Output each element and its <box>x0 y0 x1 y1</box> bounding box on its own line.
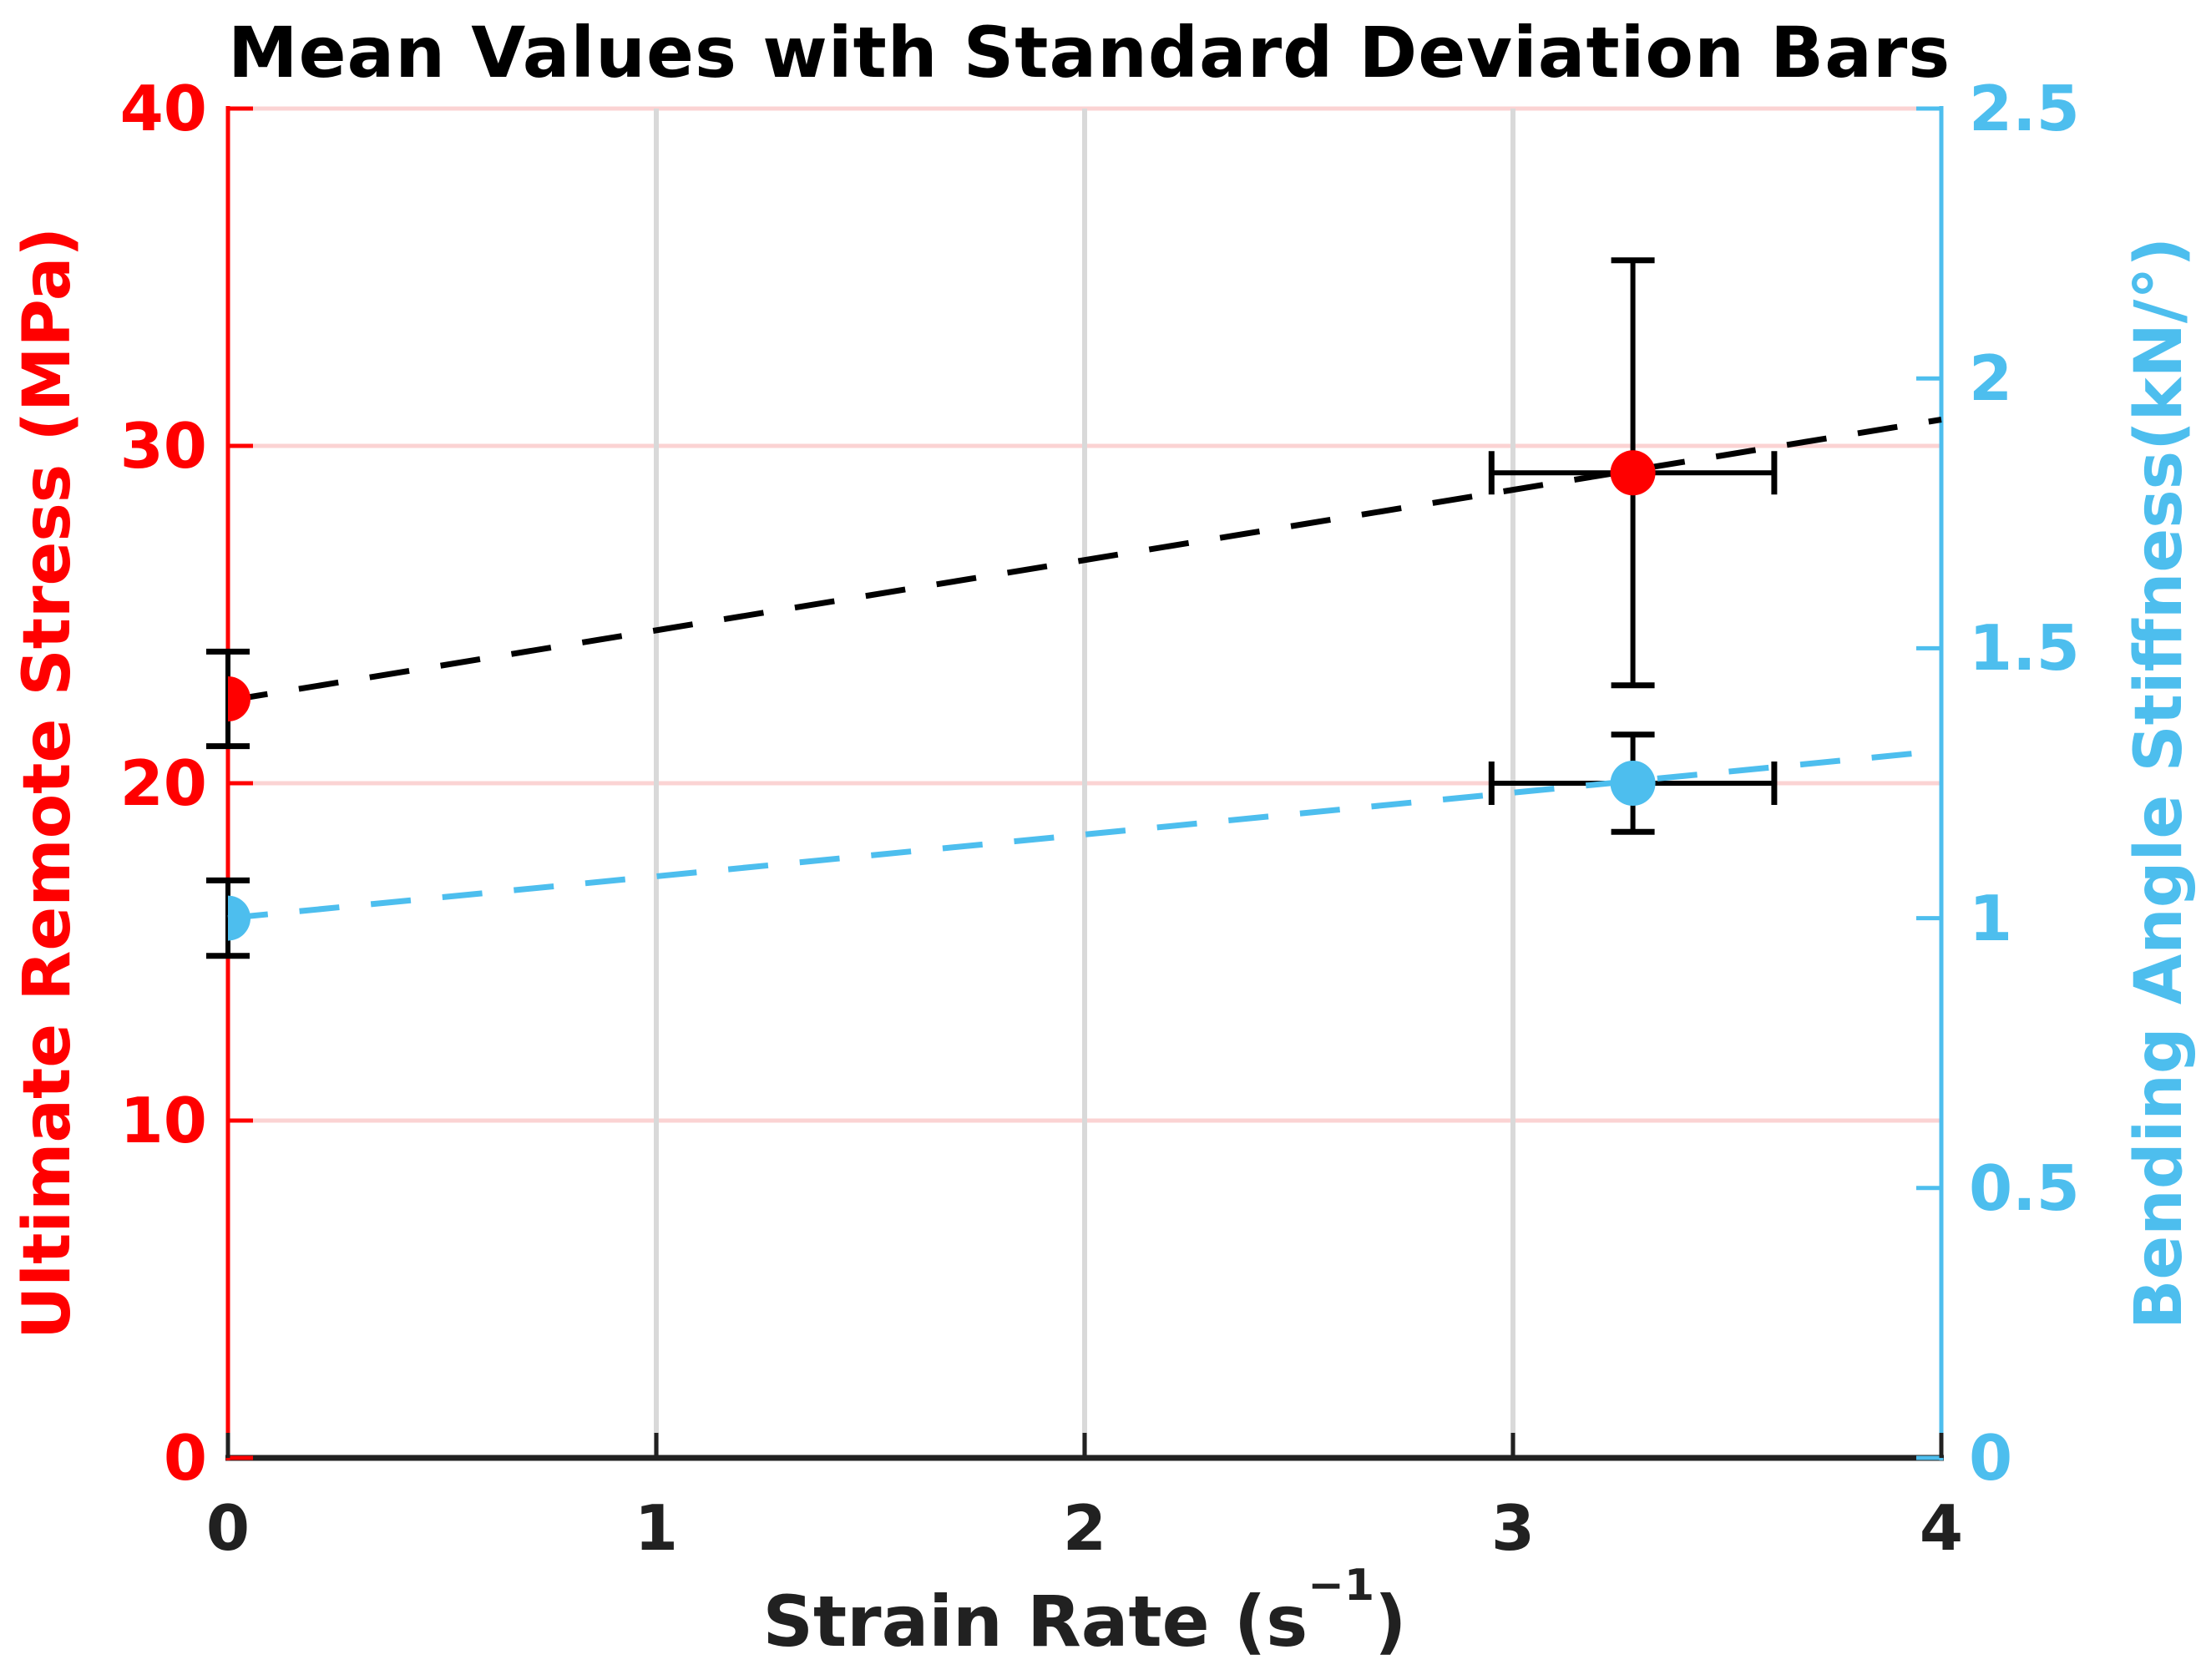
x-tick-label: 0 <box>205 1491 250 1565</box>
right-tick-label: 0 <box>1969 1421 2013 1495</box>
left-tick-label: 10 <box>119 1084 207 1157</box>
x-tick-label: 3 <box>1490 1491 1536 1565</box>
chart-title: Mean Values with Standard Deviation Bars <box>228 12 1951 94</box>
x-tick-label: 2 <box>1062 1491 1107 1565</box>
data-point <box>1610 450 1656 496</box>
right-tick-label: 2.5 <box>1969 72 2080 145</box>
left-axis-label: Ultimate Remote Stress (MPa) <box>10 227 85 1339</box>
data-point <box>228 895 250 941</box>
x-tick-label: 1 <box>634 1491 679 1565</box>
right-axis-label: Bending Angle Stiffness(kN/°) <box>2122 236 2197 1330</box>
right-tick-label: 1 <box>1969 881 2013 955</box>
markers <box>228 450 1656 941</box>
right-tick-label: 0.5 <box>1969 1151 2080 1225</box>
trend-line <box>227 417 1942 704</box>
x-axis-label-sup: −1 <box>1308 1560 1375 1611</box>
data-point <box>1610 761 1656 806</box>
x-axis-label-base: Strain Rate (s <box>762 1581 1308 1662</box>
x-tick-label: 4 <box>1919 1491 1964 1565</box>
x-axis-label-close: ) <box>1374 1581 1407 1662</box>
left-tick-label: 20 <box>119 746 207 820</box>
right-tick-label: 2 <box>1969 342 2013 416</box>
data-point <box>228 676 250 721</box>
left-tick-label: 40 <box>119 72 207 145</box>
left-tick-label: 0 <box>163 1421 207 1495</box>
left-tick-label: 30 <box>119 409 207 483</box>
x-axis-label: Strain Rate (s−1) <box>228 1561 1941 1662</box>
right-tick-label: 1.5 <box>1969 611 2080 686</box>
